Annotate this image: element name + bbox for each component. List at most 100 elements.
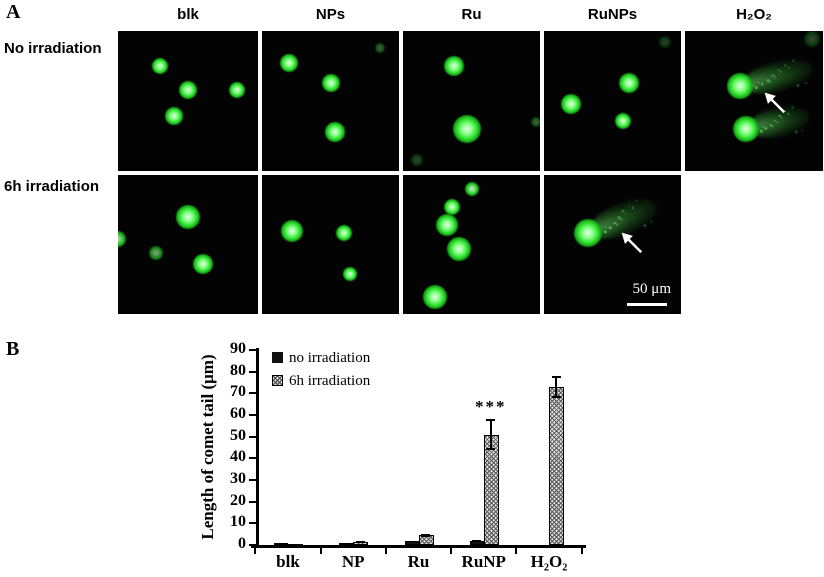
error-bar-line: [424, 533, 427, 537]
y-tick-label: 20: [230, 491, 246, 509]
y-tick: [249, 479, 256, 481]
legend-swatch-solid: [272, 352, 283, 363]
column-header-1: NPs: [315, 6, 346, 23]
comet-cell: [374, 42, 385, 53]
micrograph-tile-blk-6h-irradiation: [118, 175, 258, 314]
micrograph-tile-Ru-6h-irradiation: [403, 175, 540, 314]
micrograph-tile-NPs-no-irradiation: [262, 31, 399, 171]
category-label-2: Ru: [407, 552, 430, 571]
comet-cell: [803, 31, 820, 48]
column-header-0: blk: [177, 6, 199, 23]
x-tick: [254, 545, 257, 554]
comet-cell: [152, 58, 168, 74]
x-axis-line: [251, 545, 586, 548]
row-label-no-irradiation: No irradiation: [4, 40, 102, 57]
error-bar-line: [490, 419, 492, 450]
comet-cell: [561, 93, 582, 114]
y-tick-label: 0: [238, 535, 246, 552]
micrograph-tile-H2O2-no-irradiation: [685, 31, 823, 171]
comet-cell: [336, 225, 353, 242]
comet-cell: [148, 245, 163, 260]
comet-cell: [410, 153, 423, 166]
comet-cell: [618, 72, 639, 93]
y-tick: [249, 522, 256, 525]
x-tick: [450, 545, 453, 554]
x-tick: [319, 545, 322, 554]
error-bar-cap-bottom: [421, 535, 430, 537]
comet-cell: [444, 198, 461, 215]
y-tick: [249, 414, 256, 416]
comet-cell: [179, 80, 197, 99]
comet-cell: [615, 112, 632, 129]
comet-cell: [464, 181, 479, 196]
scale-bar: [627, 303, 667, 306]
error-bar-cap-bottom: [472, 540, 482, 542]
scale-bar-label: 50 μm: [632, 281, 671, 297]
comet-tail-speckle: [793, 130, 798, 134]
y-tick: [249, 370, 256, 373]
micrograph-tile-Ru-no-irradiation: [403, 31, 540, 171]
y-tick-label: 10: [230, 513, 246, 531]
comet-tail-speckle: [804, 80, 808, 84]
y-tick: [249, 500, 256, 503]
comet-tail-speckle: [759, 129, 763, 133]
y-tick-label: 40: [230, 448, 246, 466]
arrow-icon: [764, 92, 786, 113]
comet-cell: [658, 36, 671, 49]
x-tick: [384, 545, 387, 554]
legend-label-6h-irradiation: 6h irradiation: [289, 373, 371, 389]
comet-cell: [530, 117, 540, 127]
legend-item-no-irradiation: no irradiation: [272, 350, 370, 367]
comet-cell: [118, 230, 126, 247]
error-bar-cap-top: [486, 419, 496, 421]
comet-tail-speckle: [642, 223, 647, 228]
bar-6h-irradiation-blk: [288, 543, 303, 546]
comet-cell: [280, 54, 299, 73]
category-label-1: NP: [341, 552, 365, 571]
comet-tail-speckle: [775, 121, 778, 124]
bar-no-irradiation-NP: [339, 542, 354, 545]
comet-cell: [447, 236, 472, 261]
comet-cell: [229, 81, 245, 98]
y-tick-label: 80: [230, 361, 246, 379]
y-tick-label: 90: [230, 340, 246, 357]
comet-tail-speckle: [768, 123, 772, 127]
micrograph-tile-NPs-6h-irradiation: [262, 175, 399, 314]
column-header-4: H₂O₂: [736, 6, 772, 23]
micrograph-tile-blk-no-irradiation: [118, 31, 258, 171]
error-bar-cap-top: [551, 376, 561, 378]
comet-cell: [165, 107, 183, 126]
bar-no-irradiation-blk: [274, 543, 288, 546]
panel-a-label: A: [6, 1, 21, 23]
panel-b-label: B: [6, 338, 20, 360]
comet-cell: [422, 285, 447, 310]
column-header-3: RuNPs: [587, 6, 638, 23]
error-bar-cap-bottom: [551, 396, 561, 398]
category-label-0: blk: [276, 552, 300, 571]
comet-cell: [324, 121, 345, 142]
comet-cell: [453, 115, 482, 143]
error-bar-cap-top: [421, 533, 430, 536]
error-bar-line: [555, 376, 557, 398]
error-bar-cap-bottom: [355, 541, 365, 543]
y-tick-label: 70: [230, 383, 246, 401]
significance-annotation: ***: [475, 397, 507, 417]
comet-cell: [176, 204, 200, 229]
comet-cell: [193, 253, 214, 274]
row-label-6h-irradiation: 6h irradiation: [4, 178, 100, 195]
comet-tail-speckle: [790, 106, 794, 109]
x-tick: [580, 545, 583, 554]
comet-cell: [435, 214, 458, 237]
legend-item-6h-irradiation: 6h irradiation: [272, 373, 370, 390]
comet-cell: [342, 266, 357, 281]
y-tick: [249, 349, 256, 351]
column-header-2: Ru: [461, 6, 482, 23]
micrograph-tile-RuNPs-no-irradiation: [544, 31, 681, 171]
comet-cell: [321, 73, 340, 92]
comet-cell: [281, 219, 304, 242]
y-tick-label: 30: [230, 470, 246, 487]
arrow-icon: [621, 233, 643, 254]
legend-swatch-hatched: [272, 375, 283, 386]
category-label-4: H₂O₂: [530, 552, 568, 571]
y-tick-label: 60: [230, 405, 246, 422]
